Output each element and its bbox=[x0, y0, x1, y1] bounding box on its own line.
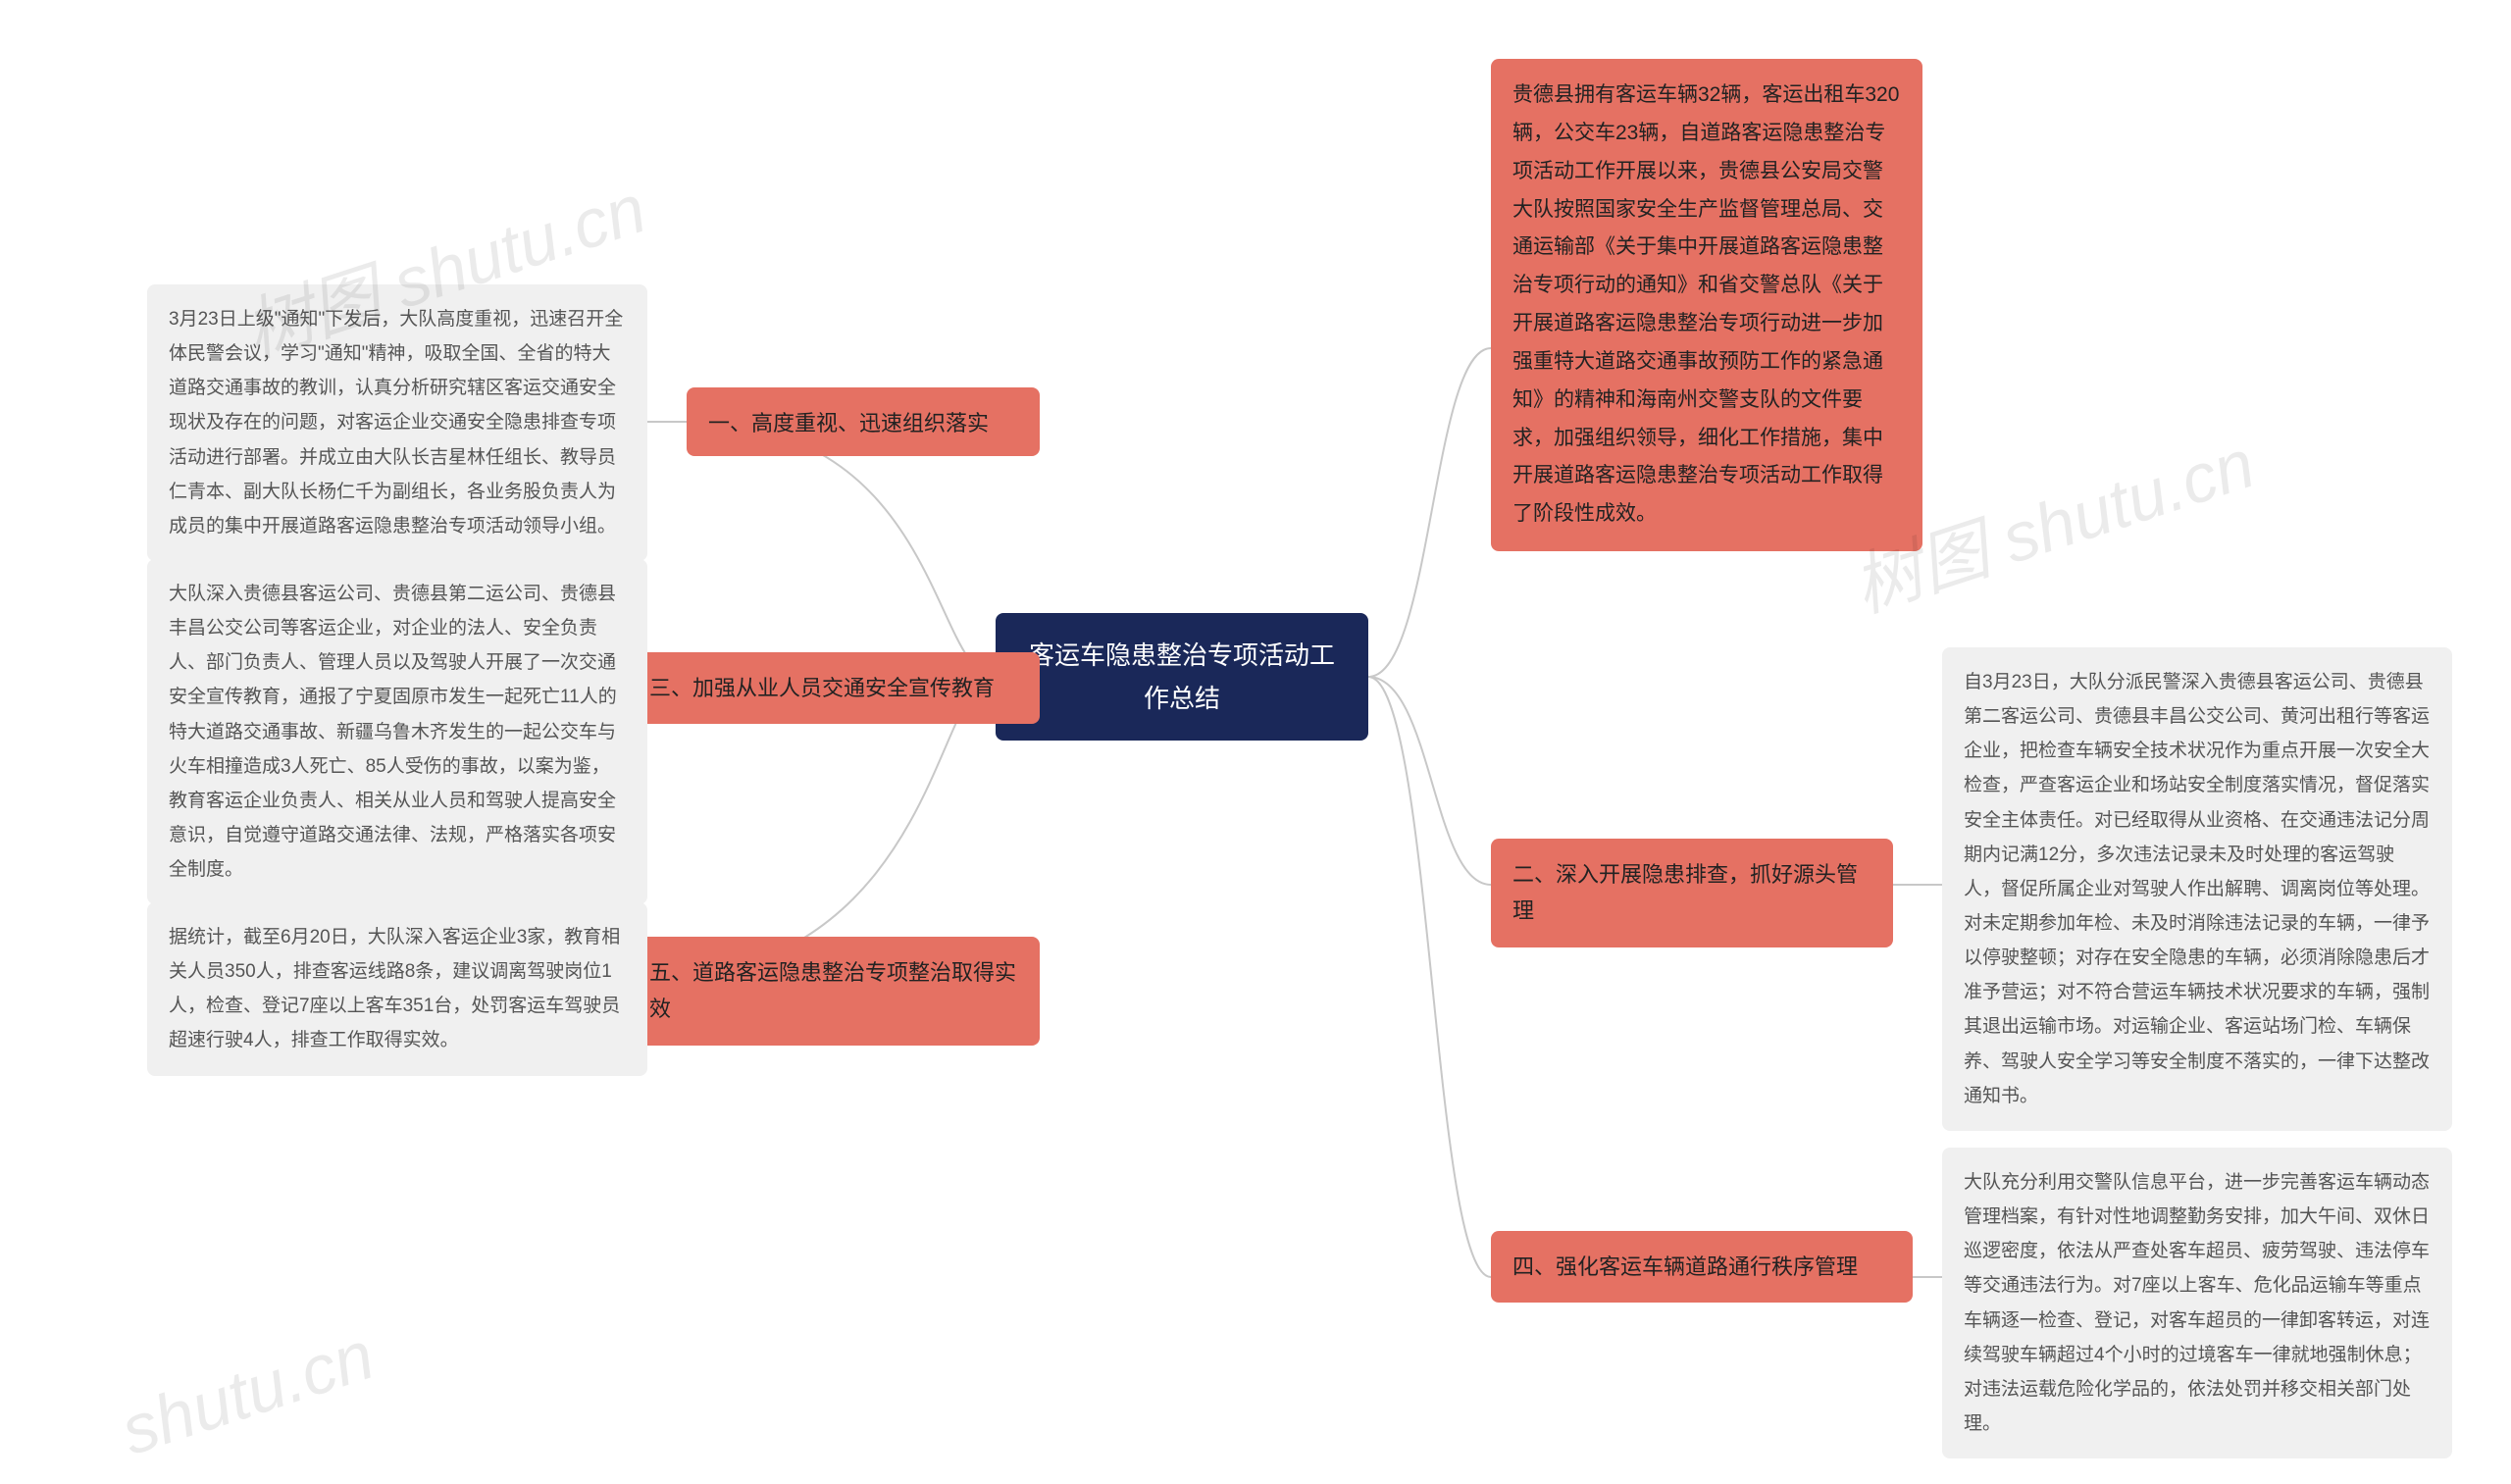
leaf-node-4[interactable]: 大队充分利用交警队信息平台，进一步完善客运车辆动态管理档案，有针对性地调整勤务安… bbox=[1942, 1148, 2452, 1458]
branch-label: 五、道路客运隐患整治专项整治取得实效 bbox=[649, 960, 1016, 1021]
intro-node[interactable]: 贵德县拥有客运车辆32辆，客运出租车320辆，公交车23辆，自道路客运隐患整治专… bbox=[1491, 59, 1922, 551]
leaf-text: 3月23日上级"通知"下发后，大队高度重视，迅速召开全体民警会议，学习"通知"精… bbox=[169, 309, 623, 537]
leaf-text: 据统计，截至6月20日，大队深入客运企业3家，教育相关人员350人，排查客运线路… bbox=[169, 927, 620, 1050]
branch-label: 三、加强从业人员交通安全宣传教育 bbox=[649, 676, 995, 700]
branch-label: 二、深入开展隐患排查，抓好源头管理 bbox=[1512, 862, 1858, 923]
leaf-text: 贵德县拥有客运车辆32辆，客运出租车320辆，公交车23辆，自道路客运隐患整治专… bbox=[1512, 83, 1899, 525]
connector bbox=[1368, 348, 1491, 677]
watermark: shutu.cn bbox=[112, 1315, 383, 1470]
central-node[interactable]: 客运车隐患整治专项活动工作总结 bbox=[996, 613, 1368, 741]
mindmap-canvas: 客运车隐患整治专项活动工作总结 一、高度重视、迅速组织落实 3月23日上级"通知… bbox=[0, 0, 2511, 1484]
connector bbox=[687, 422, 996, 677]
branch-node-2[interactable]: 二、深入开展隐患排查，抓好源头管理 bbox=[1491, 839, 1893, 947]
branch-node-4[interactable]: 四、强化客运车辆道路通行秩序管理 bbox=[1491, 1231, 1913, 1303]
connector bbox=[1368, 677, 1491, 1277]
leaf-node-2[interactable]: 自3月23日，大队分派民警深入贵德县客运公司、贵德县第二客运公司、贵德县丰昌公交… bbox=[1942, 647, 2452, 1131]
leaf-node-1[interactable]: 3月23日上级"通知"下发后，大队高度重视，迅速召开全体民警会议，学习"通知"精… bbox=[147, 284, 647, 561]
branch-node-1[interactable]: 一、高度重视、迅速组织落实 bbox=[687, 387, 1040, 456]
connector bbox=[1368, 677, 1491, 885]
leaf-text: 自3月23日，大队分派民警深入贵德县客运公司、贵德县第二客运公司、贵德县丰昌公交… bbox=[1964, 672, 2430, 1106]
leaf-text: 大队深入贵德县客运公司、贵德县第二运公司、贵德县丰昌公交公司等客运企业，对企业的… bbox=[169, 584, 617, 880]
central-label: 客运车隐患整治专项活动工作总结 bbox=[1025, 634, 1339, 720]
branch-node-5[interactable]: 五、道路客运隐患整治专项整治取得实效 bbox=[628, 937, 1040, 1046]
branch-label: 一、高度重视、迅速组织落实 bbox=[708, 411, 989, 435]
leaf-node-5[interactable]: 据统计，截至6月20日，大队深入客运企业3家，教育相关人员350人，排查客运线路… bbox=[147, 902, 647, 1076]
leaf-text: 大队充分利用交警队信息平台，进一步完善客运车辆动态管理档案，有针对性地调整勤务安… bbox=[1964, 1172, 2430, 1434]
branch-label: 四、强化客运车辆道路通行秩序管理 bbox=[1512, 1254, 1858, 1279]
leaf-node-3[interactable]: 大队深入贵德县客运公司、贵德县第二运公司、贵德县丰昌公交公司等客运企业，对企业的… bbox=[147, 559, 647, 904]
branch-node-3[interactable]: 三、加强从业人员交通安全宣传教育 bbox=[628, 652, 1040, 724]
